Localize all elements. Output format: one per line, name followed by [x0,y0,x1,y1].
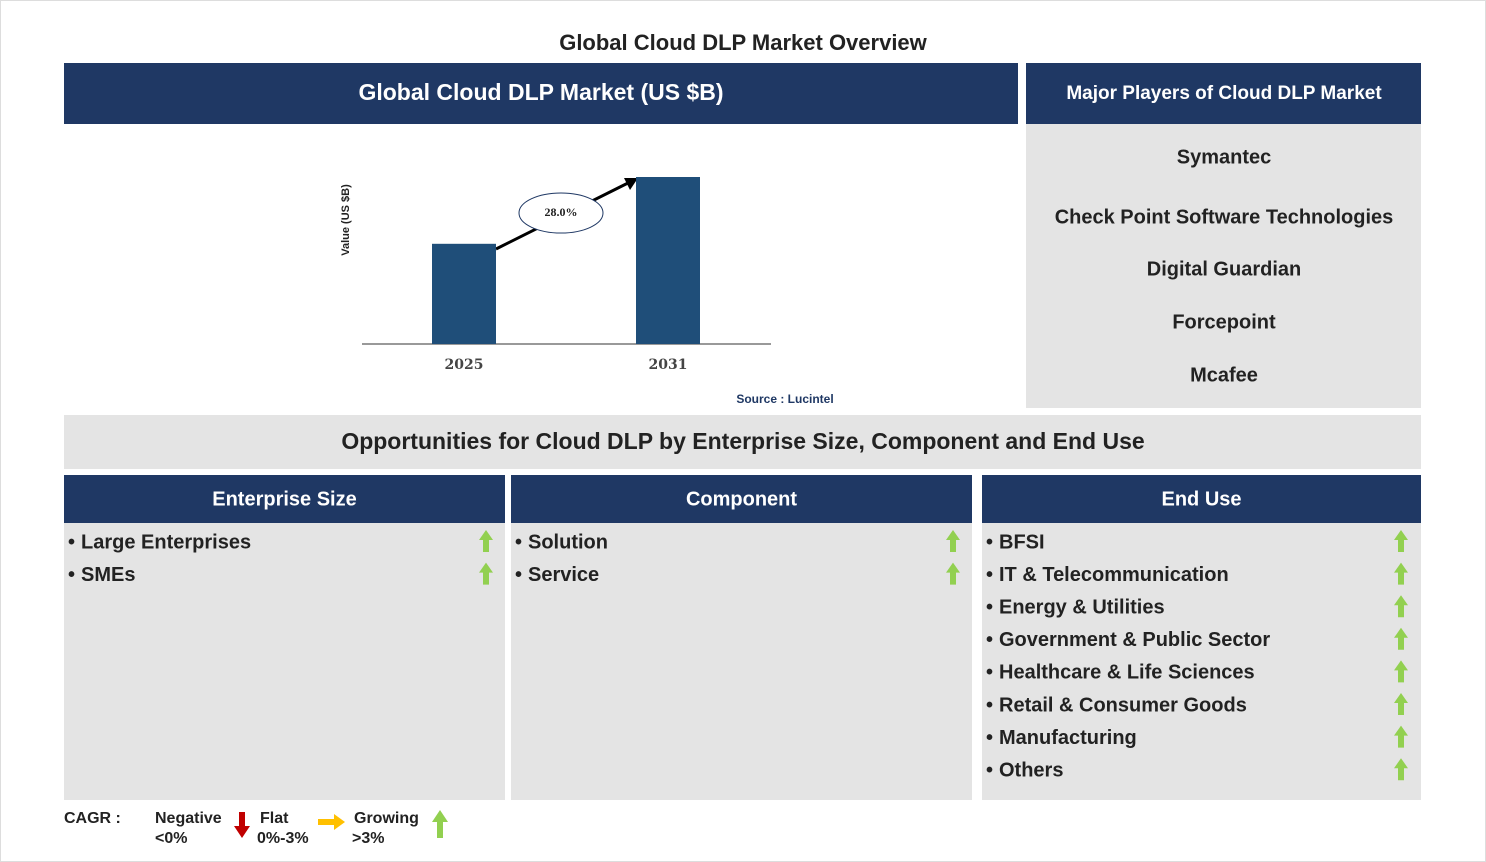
item: Retail & Consumer Goods [999,694,1247,716]
item: BFSI [999,531,1045,553]
item: Others [999,759,1063,781]
column-title: Component [686,488,797,510]
bullet: • [986,727,993,749]
legend-flat-range: 0%-3% [257,830,309,847]
cagr-bubble [518,192,604,234]
item: Government & Public Sector [999,629,1270,651]
column-header [511,475,972,523]
up-arrow [432,810,448,838]
item: SMEs [81,564,135,586]
column-body [982,523,1421,800]
source: Source : Lucintel [736,392,833,406]
legend-negative: Negative [155,810,222,827]
legend-growing: Growing [354,810,419,827]
down-arrow [234,812,250,838]
item: Energy & Utilities [999,596,1165,618]
item: IT & Telecommunication [999,564,1229,586]
bar [432,243,496,344]
item: Manufacturing [999,727,1137,749]
chart-header [64,63,1018,124]
item: Solution [528,531,608,553]
bullet: • [986,564,993,586]
page-title: Global Cloud DLP Market Overview [559,30,927,55]
growth-arrow [479,562,493,585]
item: Large Enterprises [81,531,251,553]
growth-arrow [1394,660,1408,683]
bullet: • [986,759,993,781]
bar [636,177,700,344]
bullet: • [68,564,75,586]
column-title: End Use [1161,488,1241,510]
growth-arrow [1394,530,1408,552]
bullet: • [986,694,993,716]
column-body [511,523,972,800]
y-axis-label: Value (US $B) [340,184,352,256]
growth-arrow [946,530,960,552]
item: Healthcare & Life Sciences [999,662,1255,684]
player-name: Check Point Software Technologies [1055,206,1394,228]
opps-title: Opportunities for Cloud DLP by Enterpris… [341,428,1144,454]
chart-title: Global Cloud DLP Market (US $B) [358,79,723,105]
growth-arrow [1394,562,1408,585]
growth-arrow [946,562,960,585]
players-title: Major Players of Cloud DLP Market [1066,83,1382,104]
legend-negative-range: <0% [155,830,187,847]
legend-flat: Flat [260,810,289,827]
bullet: • [986,662,993,684]
item: Service [528,564,599,586]
player-name: Digital Guardian [1147,258,1301,280]
growth-arrow [1394,758,1408,781]
bullet: • [986,596,993,618]
legend-growing-range: >3% [352,830,384,847]
bullet: • [515,531,522,553]
bullet: • [986,531,993,553]
bullet: • [986,629,993,651]
column-header [982,475,1421,523]
growth-arrow [1394,725,1408,748]
cagr-label: 28.0% [545,205,578,219]
legend-label: CAGR : [64,810,121,827]
player-name: Forcepoint [1172,311,1276,333]
right-arrow [318,814,345,830]
x-tick-label: 2031 [649,357,688,373]
players-box [1026,124,1421,408]
growth-arrow [1394,595,1408,618]
x-tick-label: 2025 [445,357,484,373]
opps-band [64,415,1421,469]
growth-arrow [1394,693,1408,715]
column-header [64,475,505,523]
player-name: Mcafee [1190,364,1258,386]
players-header [1026,63,1421,124]
bullet: • [515,564,522,586]
arrow-head [624,178,638,190]
player-name: Symantec [1177,146,1272,168]
growth-arrow [479,530,493,552]
column-body [64,523,505,800]
growth-arrow [1394,627,1408,650]
bullet: • [68,531,75,553]
column-title: Enterprise Size [212,488,357,510]
